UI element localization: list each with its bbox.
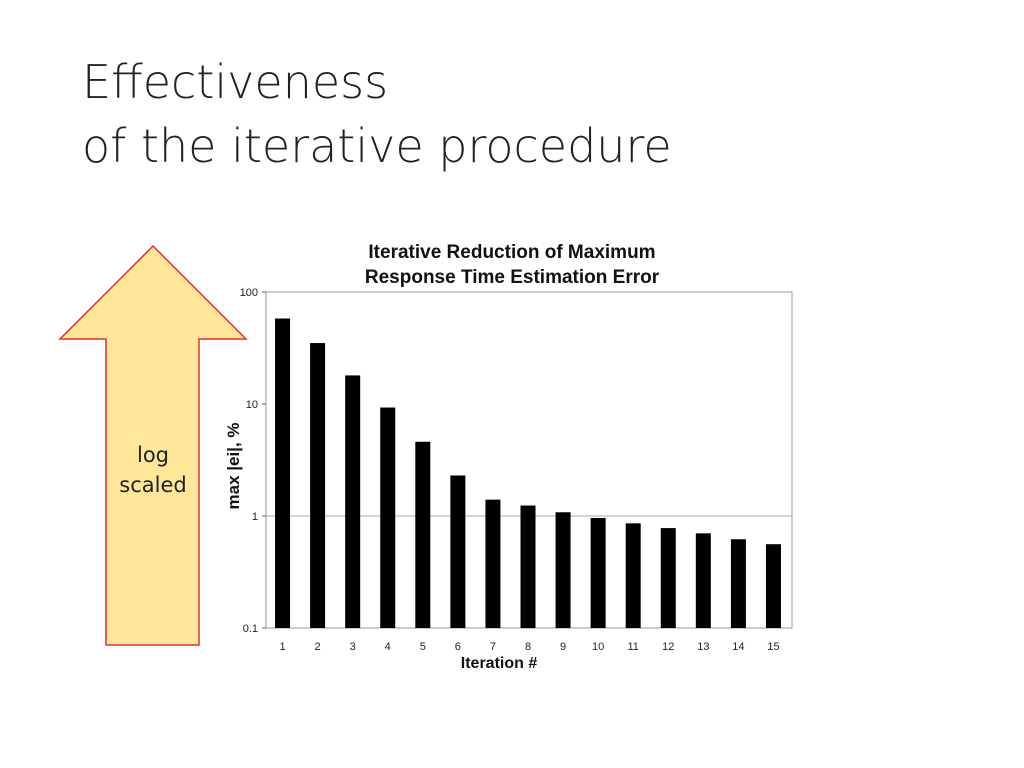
bar [695,533,711,628]
y-tick-label: 100 [240,287,258,299]
chart-title-line: Response Time Estimation Error [365,267,660,288]
y-axis-label: max |ei|, % [224,422,243,509]
x-tick-label: 2 [315,641,321,653]
bar [625,523,641,628]
slide-title: Effectiveness of the iterative procedure [82,50,672,178]
bar [765,544,781,628]
x-tick-label: 12 [662,641,674,653]
slide-title-line-2: of the iterative procedure [82,119,672,173]
arrow-label-line-2: scaled [119,473,187,497]
x-tick-label: 4 [385,641,391,653]
bar [520,505,536,628]
bar [310,343,326,628]
x-tick-label: 7 [490,641,496,653]
y-tick-label: 1 [252,511,258,523]
x-tick-label: 1 [279,641,285,653]
bar [380,407,396,628]
y-tick-label: 10 [246,399,258,411]
bar [555,512,571,628]
x-tick-label: 11 [627,641,638,653]
x-tick-label: 5 [420,641,426,653]
x-axis-label: Iteration # [461,655,538,672]
chart-title-line: Iterative Reduction of Maximum [368,242,655,263]
slide-title-line-1: Effectiveness [82,55,389,109]
x-tick-label: 14 [732,641,744,653]
x-tick-label: 13 [697,641,709,653]
bar [485,499,501,628]
x-tick-label: 10 [592,641,604,653]
bar [660,528,676,628]
up-arrow-icon [58,244,248,646]
bar [590,517,606,628]
arrow-label-line-1: log [136,443,169,467]
bar [345,375,361,628]
bar [275,318,291,628]
log-scale-arrow: log scaled [58,244,248,648]
arrow-label: log scaled [58,440,248,500]
bar-chart: Iterative Reduction of Maximum Response T… [224,242,793,672]
bar [730,539,746,628]
bar [450,475,466,628]
x-tick-label: 15 [767,641,779,653]
x-tick-label: 6 [455,641,461,653]
x-tick-label: 8 [525,641,531,653]
y-tick-label: 0.1 [243,623,258,635]
x-tick-label: 9 [560,641,566,653]
bar [415,441,431,628]
x-tick-label: 3 [350,641,356,653]
